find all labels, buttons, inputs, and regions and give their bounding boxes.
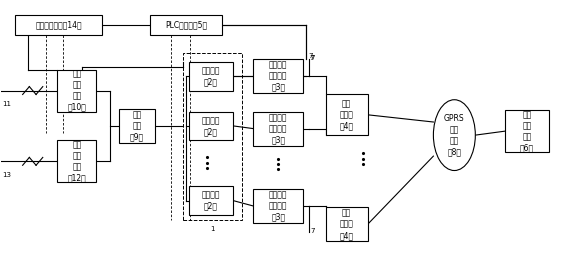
Text: 第二
受总
开关
（12）: 第二 受总 开关 （12）	[67, 140, 86, 183]
FancyBboxPatch shape	[253, 112, 303, 145]
FancyBboxPatch shape	[189, 62, 233, 91]
FancyBboxPatch shape	[189, 186, 233, 215]
Text: 1: 1	[210, 226, 215, 232]
Text: 主站
主控
终端
（6）: 主站 主控 终端 （6）	[520, 110, 534, 152]
Text: 失压检测装置（14）: 失压检测装置（14）	[35, 20, 82, 29]
FancyBboxPatch shape	[119, 109, 155, 143]
FancyBboxPatch shape	[505, 110, 550, 152]
Text: 电量数据
采集装置
（3）: 电量数据 采集装置 （3）	[269, 60, 287, 92]
Text: 7: 7	[311, 228, 315, 235]
Text: 第一
受总
开关
（10）: 第一 受总 开关 （10）	[67, 69, 87, 112]
Text: 母联
开关
（9）: 母联 开关 （9）	[130, 110, 144, 142]
Text: 出线开关
（2）: 出线开关 （2）	[202, 66, 220, 86]
Text: 7: 7	[309, 55, 314, 61]
Text: 数据
汇集器
（4）: 数据 汇集器 （4）	[339, 209, 353, 240]
FancyBboxPatch shape	[57, 70, 97, 112]
Text: 电量数据
采集装置
（3）: 电量数据 采集装置 （3）	[269, 113, 287, 144]
Text: 13: 13	[2, 172, 11, 178]
FancyBboxPatch shape	[15, 15, 102, 36]
FancyBboxPatch shape	[149, 15, 223, 36]
FancyBboxPatch shape	[326, 95, 368, 135]
Text: GPRS
无线
网络
（8）: GPRS 无线 网络 （8）	[444, 114, 465, 156]
Text: 出线开关
（2）: 出线开关 （2）	[202, 191, 220, 211]
FancyBboxPatch shape	[253, 59, 303, 93]
Text: 电量数据
采集装置
（3）: 电量数据 采集装置 （3）	[269, 190, 287, 222]
Text: 数据
汇集器
（4）: 数据 汇集器 （4）	[339, 99, 353, 130]
Text: 7: 7	[309, 53, 313, 59]
Ellipse shape	[433, 100, 475, 170]
Text: 出线开关
（2）: 出线开关 （2）	[202, 116, 220, 136]
FancyBboxPatch shape	[326, 207, 368, 241]
Text: 11: 11	[2, 101, 11, 107]
FancyBboxPatch shape	[57, 140, 97, 182]
FancyBboxPatch shape	[189, 112, 233, 140]
FancyBboxPatch shape	[253, 189, 303, 223]
Text: 7: 7	[311, 55, 315, 61]
Text: PLC控制器（5）: PLC控制器（5）	[165, 20, 207, 29]
